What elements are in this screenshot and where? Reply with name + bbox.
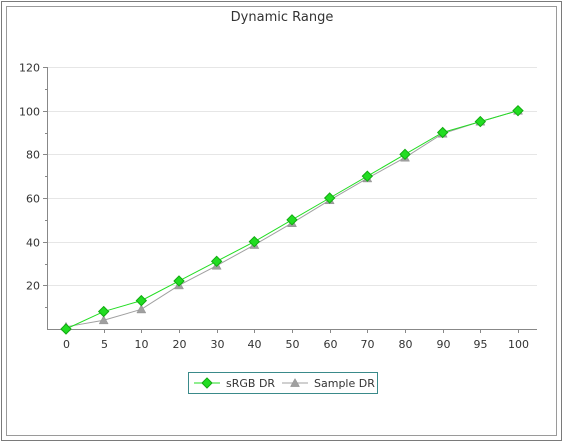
data-point [136,304,147,314]
series-srgb-dr [60,104,524,335]
data-point [361,170,374,182]
data-point [60,323,72,335]
chart-title: Dynamic Range [231,10,334,25]
y-tick-label: 40 [26,237,40,250]
legend-triangle-icon [290,377,300,387]
chart-inner-frame [6,6,557,436]
legend-label: sRGB DR [226,377,275,390]
x-tick-label: 90 [437,338,451,351]
data-point [248,235,261,248]
data-point [436,126,449,139]
x-tick-label: 10 [135,338,149,351]
data-point [474,115,487,128]
axes: 20 40 60 80 100 120 0 5 10 20 30 40 50 60 70 80 90 95 100 [19,62,537,351]
x-tick-label: 80 [399,338,413,351]
data-point [286,214,298,226]
legend-label: Sample DR [314,377,375,390]
x-tick-label: 100 [508,338,529,351]
legend: sRGB DR Sample DR [188,372,378,394]
x-tick-label: 60 [324,338,338,351]
x-tick-label: 95 [474,338,488,351]
x-tick-label: 20 [173,338,187,351]
data-point [323,192,336,204]
x-tick-label: 5 [101,338,108,351]
y-tick-label: 100 [19,106,40,119]
data-point [399,148,411,161]
x-tick-label: 50 [286,338,300,351]
series-layer [60,104,524,335]
x-tick-label: 40 [248,338,262,351]
data-point [97,305,110,318]
data-point [210,255,223,268]
x-tick-label: 30 [211,338,225,351]
data-point [173,275,185,287]
data-point [135,294,148,307]
x-tick-label: 70 [361,338,375,351]
y-tick-label: 20 [26,280,40,293]
data-point [512,104,524,117]
y-tick-label: 80 [26,149,40,162]
y-tick-label: 120 [19,62,40,75]
x-tick-label: 0 [63,338,70,351]
y-tick-label: 60 [26,193,40,206]
legend-diamond-icon [201,377,213,389]
data-point [98,315,109,325]
grid-lines [47,67,537,286]
